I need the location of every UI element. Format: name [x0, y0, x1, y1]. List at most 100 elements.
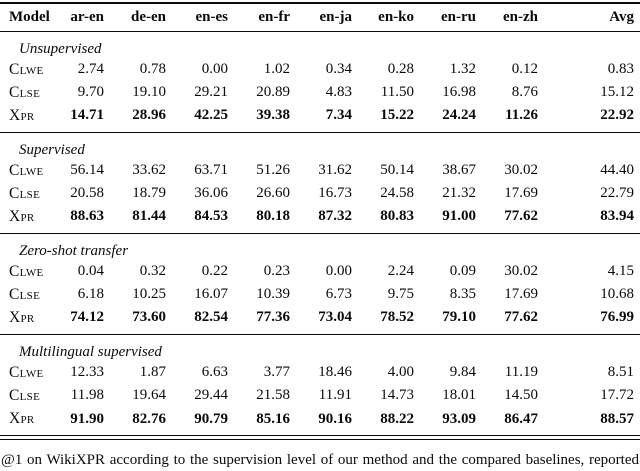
- cell: 30.02: [504, 263, 538, 279]
- cell: 50.14: [380, 162, 414, 178]
- table-row-clwe: Clwe 2.74 0.78 0.00 1.02 0.34 0.28 1.32 …: [0, 58, 640, 81]
- column-header-en-ru: en-ru: [441, 8, 476, 25]
- cell: 90.79: [194, 410, 228, 427]
- cell: 85.16: [256, 410, 290, 427]
- model-label: Clwe: [9, 363, 44, 381]
- cell: 84.53: [194, 208, 228, 225]
- table-row-clse: Clse 20.58 18.79 36.06 26.60 16.73 24.58…: [0, 182, 640, 205]
- model-label: Clwe: [9, 262, 44, 280]
- cell: 18.01: [442, 387, 476, 403]
- cell: 93.09: [442, 410, 476, 427]
- cell: 18.46: [318, 364, 352, 380]
- cell: 88.57: [600, 410, 634, 427]
- model-label: Xpr: [9, 106, 35, 124]
- cell: 10.39: [256, 286, 290, 302]
- table-caption-clipped: @1 on WikiXPR according to the supervisi…: [1, 451, 639, 471]
- column-header-ar-en: ar-en: [70, 8, 104, 25]
- results-table: Model ar-en de-en en-es en-fr en-ja en-k…: [0, 2, 640, 435]
- section-multilingual-supervised: Multilingual supervised Clwe 12.33 1.87 …: [0, 334, 640, 435]
- cell: 0.23: [263, 263, 290, 279]
- cell: 14.73: [380, 387, 414, 403]
- cell: 20.89: [256, 84, 290, 100]
- table-row-clwe: Clwe 12.33 1.87 6.63 3.77 18.46 4.00 9.8…: [0, 361, 640, 384]
- table-row-xpr: Xpr 88.63 81.44 84.53 80.18 87.32 80.83 …: [0, 205, 640, 233]
- cell: 7.34: [325, 107, 352, 124]
- cell: 0.04: [77, 263, 104, 279]
- cell: 19.64: [132, 387, 166, 403]
- cell: 8.76: [511, 84, 538, 100]
- cell: 9.84: [449, 364, 476, 380]
- cell: 9.75: [387, 286, 414, 302]
- cell: 4.83: [325, 84, 352, 100]
- cell: 0.83: [607, 61, 634, 77]
- column-header-en-fr: en-fr: [258, 8, 290, 25]
- cell: 36.06: [194, 185, 228, 201]
- cell: 24.58: [380, 185, 414, 201]
- cell: 77.36: [256, 309, 290, 326]
- section-title-row: Unsupervised: [0, 31, 640, 58]
- cell: 79.10: [442, 309, 476, 326]
- cell: 8.35: [449, 286, 476, 302]
- cell: 44.40: [600, 162, 634, 178]
- cell: 26.60: [256, 185, 290, 201]
- model-label: Clse: [9, 285, 41, 303]
- table-row-clse: Clse 6.18 10.25 16.07 10.39 6.73 9.75 8.…: [0, 283, 640, 306]
- cell: 11.91: [318, 387, 352, 403]
- model-label: Clse: [9, 386, 41, 404]
- column-header-en-ko: en-ko: [378, 8, 414, 25]
- cell: 42.25: [194, 107, 228, 124]
- model-label: Xpr: [9, 308, 35, 326]
- cell: 90.16: [318, 410, 352, 427]
- column-header-en-zh: en-zh: [503, 8, 538, 25]
- cell: 1.32: [449, 61, 476, 77]
- table-row-xpr: Xpr 91.90 82.76 90.79 85.16 90.16 88.22 …: [0, 407, 640, 435]
- cell: 2.24: [387, 263, 414, 279]
- cell: 22.79: [600, 185, 634, 201]
- cell: 22.92: [600, 107, 634, 124]
- model-label: Xpr: [9, 410, 35, 427]
- section-title-row: Zero-shot transfer: [0, 233, 640, 260]
- cell: 81.44: [132, 208, 166, 225]
- cell: 1.87: [139, 364, 166, 380]
- cell: 86.47: [504, 410, 538, 427]
- section-supervised: Supervised Clwe 56.14 33.62 63.71 51.26 …: [0, 132, 640, 233]
- cell: 15.22: [380, 107, 414, 124]
- cell: 21.58: [256, 387, 290, 403]
- cell: 91.90: [70, 410, 104, 427]
- cell: 77.62: [504, 309, 538, 326]
- table-row-clse: Clse 9.70 19.10 29.21 20.89 4.83 11.50 1…: [0, 81, 640, 104]
- cell: 29.44: [194, 387, 228, 403]
- cell: 39.38: [256, 107, 290, 124]
- cell: 24.24: [442, 107, 476, 124]
- table-row-clwe: Clwe 0.04 0.32 0.22 0.23 0.00 2.24 0.09 …: [0, 260, 640, 283]
- section-title: Supervised: [19, 142, 85, 158]
- cell: 82.54: [194, 309, 228, 326]
- cell: 21.32: [442, 185, 476, 201]
- cell: 11.26: [505, 107, 538, 124]
- column-header-avg: Avg: [609, 8, 634, 25]
- cell: 88.22: [380, 410, 414, 427]
- model-label: Clwe: [9, 161, 44, 179]
- cell: 0.00: [201, 61, 228, 77]
- column-header-de-en: de-en: [131, 8, 166, 25]
- cell: 83.94: [600, 208, 634, 225]
- header-row: Model ar-en de-en en-es en-fr en-ja en-k…: [0, 3, 640, 31]
- section-title-row: Supervised: [0, 132, 640, 159]
- cell: 0.12: [511, 61, 538, 77]
- cell: 4.00: [387, 364, 414, 380]
- cell: 17.69: [504, 286, 538, 302]
- cell: 0.22: [201, 263, 228, 279]
- column-header-en-es: en-es: [195, 8, 229, 25]
- cell: 0.09: [449, 263, 476, 279]
- table-row-xpr: Xpr 14.71 28.96 42.25 39.38 7.34 15.22 2…: [0, 104, 640, 132]
- cell: 18.79: [132, 185, 166, 201]
- section-title: Unsupervised: [19, 41, 102, 57]
- section-unsupervised: Unsupervised Clwe 2.74 0.78 0.00 1.02 0.…: [0, 31, 640, 132]
- cell: 11.98: [70, 387, 104, 403]
- model-label: Clse: [9, 184, 41, 202]
- cell: 20.58: [70, 185, 104, 201]
- cell: 73.04: [318, 309, 352, 326]
- cell: 91.00: [442, 208, 476, 225]
- cell: 16.73: [318, 185, 352, 201]
- cell: 16.07: [194, 286, 228, 302]
